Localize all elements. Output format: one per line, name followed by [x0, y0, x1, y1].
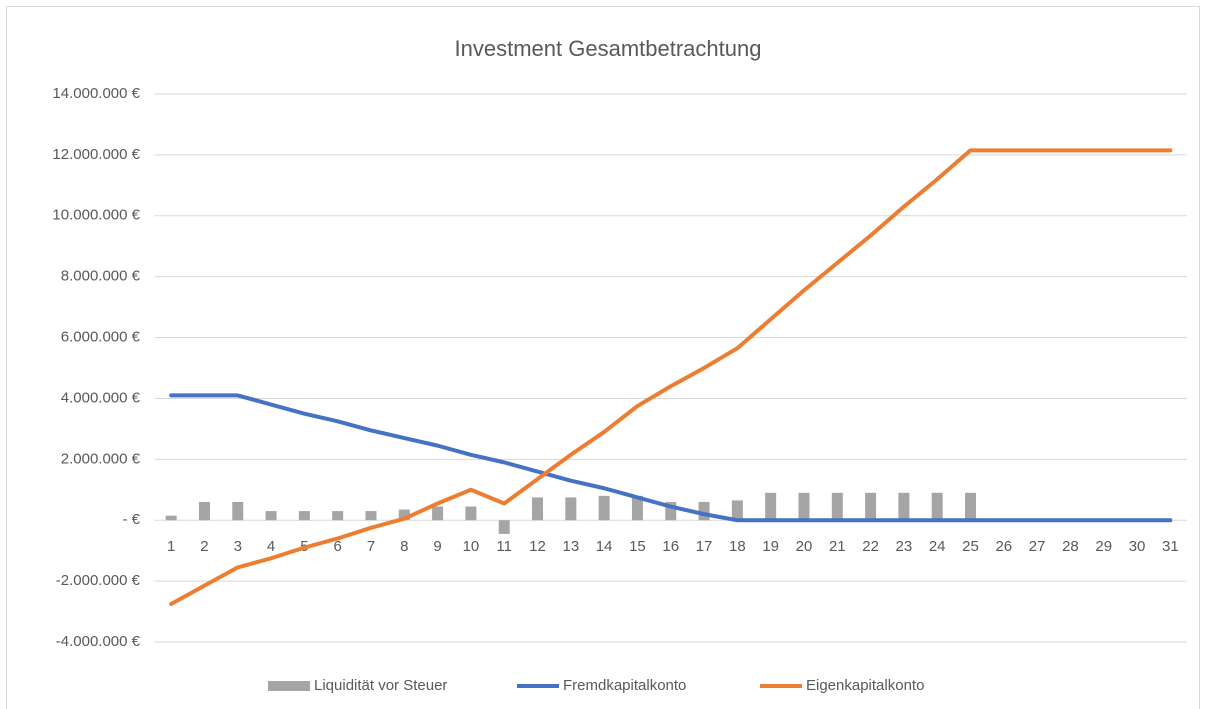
x-tick-label: 20 [796, 538, 813, 555]
bar [565, 497, 577, 521]
x-tick-label: 28 [1062, 538, 1079, 555]
x-tick-label: 8 [400, 538, 408, 555]
x-tick-label: 19 [762, 538, 779, 555]
bar [731, 500, 743, 521]
x-tick-label: 17 [696, 538, 713, 555]
bar [965, 492, 977, 521]
x-tick-label: 24 [929, 538, 946, 555]
legend-swatch [268, 681, 310, 691]
x-tick-label: 21 [829, 538, 846, 555]
x-tick-label: 25 [962, 538, 979, 555]
x-tick-label: 7 [367, 538, 375, 555]
x-tick-label: 29 [1095, 538, 1112, 555]
bar [698, 501, 710, 521]
chart-title: Investment Gesamtbetrachtung [455, 36, 762, 61]
legend-label: Eigenkapitalkonto [806, 677, 924, 694]
x-tick-label: 30 [1129, 538, 1146, 555]
bar [831, 492, 843, 521]
bar [598, 495, 610, 521]
x-tick-label: 12 [529, 538, 546, 555]
bar [498, 520, 510, 534]
x-tick-label: 14 [596, 538, 613, 555]
x-tick-label: 1 [167, 538, 175, 555]
bar [198, 501, 210, 521]
x-tick-label: 23 [896, 538, 913, 555]
x-tick-label: 22 [862, 538, 879, 555]
y-tick-label: 6.000.000 € [61, 329, 141, 346]
bar [798, 492, 810, 521]
legend-label: Fremdkapitalkonto [563, 677, 686, 694]
y-tick-label: 8.000.000 € [61, 268, 141, 285]
y-tick-label: 14.000.000 € [52, 85, 140, 102]
y-tick-label: 2.000.000 € [61, 450, 141, 467]
bar [332, 511, 344, 521]
bar [931, 492, 943, 521]
line [169, 393, 1173, 523]
x-tick-label: 27 [1029, 538, 1046, 555]
bar [265, 511, 277, 521]
bar [232, 501, 244, 521]
x-tick-label: 18 [729, 538, 746, 555]
x-tick-label: 16 [662, 538, 679, 555]
bar [432, 506, 444, 521]
x-tick-label: 6 [334, 538, 342, 555]
x-tick-label: 9 [433, 538, 441, 555]
x-tick-label: 2 [200, 538, 208, 555]
y-tick-label: -4.000.000 € [56, 633, 141, 650]
bar [665, 501, 677, 521]
x-tick-label: 4 [267, 538, 275, 555]
line [169, 148, 1173, 606]
x-tick-label: 15 [629, 538, 646, 555]
legend-label: Liquidität vor Steuer [314, 677, 447, 694]
bar [365, 511, 377, 521]
chart-border [6, 6, 1200, 709]
bar [298, 511, 310, 521]
bar [398, 509, 410, 521]
bar [165, 515, 177, 521]
bar [465, 506, 477, 521]
x-tick-label: 13 [562, 538, 579, 555]
y-tick-label: - € [122, 511, 140, 528]
bar [898, 492, 910, 521]
y-tick-label: -2.000.000 € [56, 572, 141, 589]
x-tick-label: 10 [463, 538, 480, 555]
x-tick-label: 31 [1162, 538, 1179, 555]
bar [765, 492, 777, 521]
y-tick-label: 4.000.000 € [61, 389, 141, 406]
y-tick-label: 10.000.000 € [52, 207, 140, 224]
x-tick-label: 26 [995, 538, 1012, 555]
y-tick-label: 12.000.000 € [52, 146, 140, 163]
bar [532, 497, 544, 521]
x-tick-label: 11 [496, 538, 512, 555]
x-tick-label: 3 [234, 538, 242, 555]
bar [631, 495, 643, 521]
bar [865, 492, 877, 521]
